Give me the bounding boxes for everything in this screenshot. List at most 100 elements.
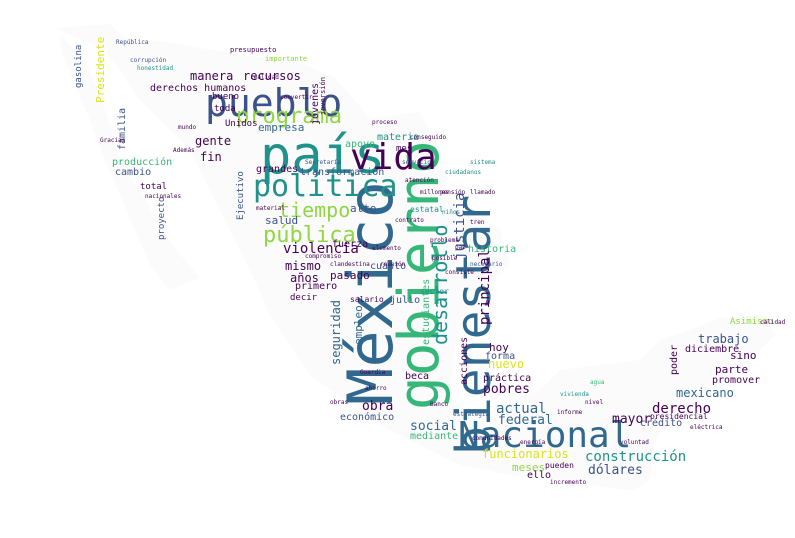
cloud-word: forma bbox=[485, 351, 516, 362]
cloud-word: agua bbox=[590, 379, 605, 386]
cloud-word: ahorro bbox=[365, 385, 387, 392]
cloud-word: hoy bbox=[489, 341, 509, 354]
cloud-word: salario bbox=[350, 295, 384, 304]
cloud-word: julio bbox=[390, 295, 421, 306]
cloud-word: gasolina bbox=[74, 44, 84, 88]
cloud-word: voluntad bbox=[620, 439, 649, 446]
cloud-word: derecho bbox=[652, 401, 712, 417]
cloud-word: reunión bbox=[380, 261, 406, 268]
cloud-word: derechos humanos bbox=[150, 83, 247, 94]
cloud-word: empresa bbox=[258, 121, 305, 134]
cloud-word: salud bbox=[265, 214, 299, 227]
cloud-word: presidencial bbox=[650, 412, 708, 421]
cloud-word: Banco bbox=[430, 401, 449, 408]
cloud-word: Unidos bbox=[225, 119, 258, 129]
cloud-word: parte bbox=[715, 363, 749, 376]
cloud-word: corrupción bbox=[130, 57, 167, 64]
cloud-word: servicio bbox=[402, 159, 431, 166]
cloud-word: práctica bbox=[483, 373, 532, 384]
cloud-word: funcionarios bbox=[482, 447, 569, 461]
cloud-word: importante bbox=[265, 55, 308, 63]
cloud-word: obra bbox=[362, 399, 394, 414]
cloud-word: presupuesto bbox=[230, 46, 277, 54]
cloud-word: bueno bbox=[212, 92, 240, 102]
cloud-word: comunidades bbox=[472, 435, 512, 442]
cloud-word: mes bbox=[396, 144, 413, 154]
cloud-word: proceso bbox=[372, 119, 398, 126]
cloud-word: Además bbox=[173, 147, 195, 154]
cloud-word: programa bbox=[236, 104, 342, 129]
cloud-word: consiste bbox=[445, 269, 474, 276]
cloud-word: toda bbox=[214, 104, 236, 114]
cloud-word: poder bbox=[669, 344, 680, 375]
cloud-word: pobres bbox=[483, 382, 530, 397]
cloud-word: empleo bbox=[352, 305, 365, 345]
cloud-word: pública bbox=[263, 223, 356, 248]
cloud-word: realidad bbox=[250, 74, 279, 81]
cloud-word: beca bbox=[405, 371, 430, 382]
cloud-word: mexicano bbox=[676, 386, 734, 400]
cloud-word: Gracias bbox=[100, 137, 126, 144]
cloud-word: mediante bbox=[410, 431, 459, 442]
cloud-word: informe bbox=[557, 409, 583, 416]
cloud-word: total bbox=[140, 182, 168, 192]
cloud-word: proyecto bbox=[157, 196, 167, 240]
cloud-word: República bbox=[116, 39, 149, 46]
cloud-word: construcción bbox=[585, 449, 687, 465]
cloud-word: meses bbox=[512, 461, 546, 474]
cloud-word: problema bbox=[430, 237, 459, 244]
cloud-word: compromiso bbox=[305, 253, 342, 260]
cloud-word: crédito bbox=[640, 418, 683, 429]
cloud-word: sector bbox=[420, 287, 449, 296]
cloud-word: diciembre bbox=[685, 344, 740, 355]
cloud-word: actual bbox=[496, 401, 547, 417]
cloud-word: Nacional bbox=[458, 415, 632, 456]
cloud-word: tiempo bbox=[278, 198, 351, 222]
cloud-word: política bbox=[253, 169, 398, 204]
cloud-word: manera bbox=[190, 69, 234, 83]
cloud-word: acciones bbox=[459, 336, 470, 385]
cloud-word: niños bbox=[442, 209, 461, 216]
cloud-word: conseguido bbox=[410, 134, 447, 141]
cloud-word: calidad bbox=[760, 319, 786, 326]
cloud-word: pueblo bbox=[205, 81, 343, 125]
cloud-word: eléctrica bbox=[690, 424, 723, 431]
cloud-word: vivienda bbox=[560, 391, 589, 398]
cloud-word: seguridad bbox=[329, 299, 343, 365]
cloud-word: obras bbox=[330, 399, 349, 406]
cloud-word: energía bbox=[520, 439, 546, 446]
cloud-word: pasado bbox=[330, 269, 370, 282]
mexico-silhouette bbox=[55, 24, 775, 490]
cloud-word: llamado bbox=[470, 189, 496, 196]
cloud-word: incremento bbox=[550, 479, 587, 486]
cloud-word: cuanto bbox=[370, 261, 407, 272]
cloud-word: años bbox=[290, 271, 319, 285]
cloud-word: trabajo bbox=[698, 332, 749, 346]
cloud-word: federal bbox=[498, 413, 553, 428]
cloud-word: convertir bbox=[280, 94, 313, 101]
cloud-word: tren bbox=[470, 219, 485, 226]
cloud-word: ello bbox=[527, 470, 552, 481]
cloud-word: mayor bbox=[612, 412, 652, 427]
cloud-word: país bbox=[260, 126, 386, 186]
cloud-word: honestidad bbox=[137, 65, 174, 72]
cloud-word: cambio bbox=[115, 167, 152, 178]
cloud-word: paz bbox=[455, 244, 466, 251]
cloud-word: estatal bbox=[410, 205, 444, 214]
cloud-word: elemento bbox=[372, 245, 401, 252]
cloud-word: materia bbox=[377, 132, 420, 143]
cloud-word: producción bbox=[112, 157, 173, 168]
cloud-word: sino bbox=[730, 349, 757, 362]
cloud-word: transformación bbox=[300, 167, 385, 178]
cloud-word: pueden bbox=[545, 461, 574, 470]
cloud-word: contrato bbox=[395, 217, 424, 224]
cloud-word: atención bbox=[405, 177, 434, 184]
cloud-word: estrategia bbox=[453, 411, 490, 418]
cloud-word: sistema bbox=[470, 159, 496, 166]
cloud-word: promover bbox=[712, 375, 761, 386]
cloud-word: vida bbox=[350, 137, 437, 178]
cloud-word: posible bbox=[432, 255, 458, 262]
cloud-word: fin bbox=[200, 150, 222, 164]
cloud-word: Guardia bbox=[360, 369, 386, 376]
